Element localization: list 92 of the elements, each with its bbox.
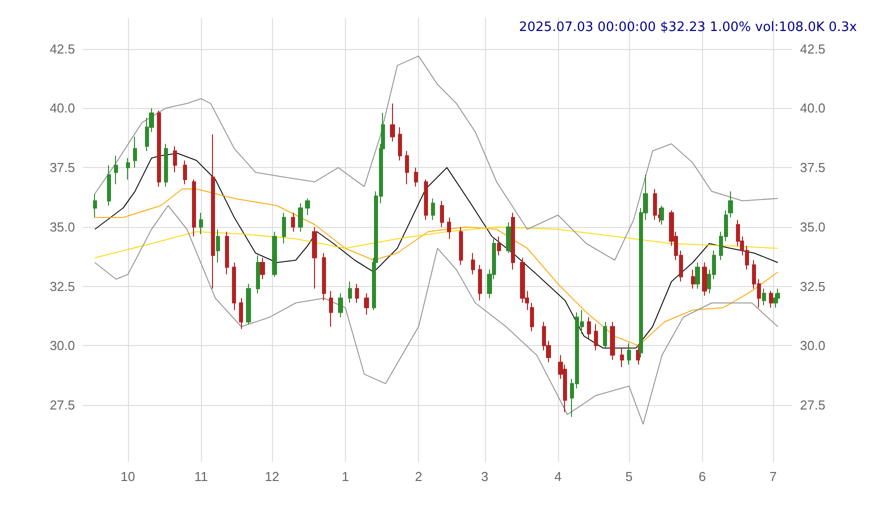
- candlestick: [660, 205, 664, 226]
- candlestick: [594, 324, 598, 351]
- candlestick: [256, 254, 260, 294]
- x-tick-label: 2: [414, 469, 422, 484]
- x-tick-label: 5: [625, 469, 633, 484]
- y2-tick-label: 30.0: [800, 338, 826, 354]
- candlestick: [636, 345, 640, 366]
- candlestick: [497, 236, 501, 256]
- candlestick: [728, 190, 733, 218]
- candlestick: [216, 228, 220, 264]
- y2-tick-label: 40.0: [800, 100, 826, 116]
- x-tick-label: 4: [554, 469, 562, 484]
- candlestick: [329, 290, 333, 328]
- x-tick-label: 7: [769, 469, 777, 484]
- y2-tick-label: 32.5: [800, 278, 826, 294]
- candlestick: [702, 262, 707, 296]
- candlestick: [272, 231, 277, 278]
- y-tick-label: 35.0: [50, 219, 75, 234]
- candlestick: [225, 231, 229, 275]
- candlestick: [173, 146, 177, 173]
- line-series: [94, 226, 778, 258]
- candlestick: [114, 155, 118, 185]
- y2-tick-label: 35.0: [800, 219, 826, 234]
- candlestick: [322, 252, 326, 302]
- x-tick-label: 11: [194, 469, 208, 484]
- candlestick: [478, 264, 482, 302]
- candlestick: [405, 150, 409, 185]
- y-tick-label: 42.5: [50, 41, 75, 56]
- x-tick-label: 6: [698, 469, 706, 484]
- candlestick: [246, 283, 251, 325]
- candlestick: [459, 226, 463, 266]
- candlestick: [183, 160, 187, 185]
- candlestick: [126, 158, 130, 180]
- candlestick: [305, 198, 310, 216]
- y-tick-label: 40.0: [50, 100, 75, 116]
- y-tick-label: 37.5: [50, 160, 75, 176]
- y-tick-label: 32.5: [50, 278, 75, 294]
- x-tick-label: 10: [120, 469, 136, 484]
- y2-tick-label: 37.5: [800, 160, 826, 176]
- candlestick: [282, 212, 286, 244]
- candlestick: [603, 321, 607, 349]
- y2-tick-label: 42.5: [800, 41, 826, 56]
- x-tick-label: 3: [481, 469, 488, 484]
- candlestick: [511, 212, 515, 270]
- candlestick: [355, 283, 359, 304]
- candlestick: [424, 178, 428, 220]
- x-tick-label: 12: [264, 469, 280, 484]
- candlestick: [691, 269, 695, 290]
- candlestick: [769, 290, 773, 308]
- candlestick: [192, 178, 196, 237]
- candlestick: [93, 193, 97, 218]
- candlestick: [530, 302, 534, 332]
- candlestick: [762, 288, 766, 306]
- candlestick: [390, 102, 395, 142]
- candlestick: [627, 342, 631, 366]
- candlestick: [447, 216, 451, 240]
- candlestick: [164, 143, 168, 188]
- candlestick: [312, 226, 317, 290]
- candlestick: [471, 252, 475, 275]
- candlestick: [291, 212, 295, 232]
- candlestick: [773, 292, 778, 308]
- line-series: [94, 56, 778, 261]
- y-tick-label: 30.0: [50, 338, 75, 354]
- line-series: [94, 205, 778, 424]
- candlestick: [199, 212, 203, 235]
- candlestick: [414, 167, 418, 188]
- candlestick: [431, 198, 435, 220]
- candlestick: [348, 281, 352, 304]
- y-tick-label: 27.5: [50, 398, 75, 413]
- candlestick: [695, 262, 700, 290]
- candlestick: [440, 200, 444, 228]
- chart-title: 2025.07.03 00:00:00 $32.23 1.00% vol:108.0K 0.3x: [518, 20, 858, 35]
- candlestick: [364, 292, 369, 316]
- candlestick: [506, 222, 511, 254]
- candlestick: [587, 316, 591, 340]
- candlestick: [398, 126, 402, 161]
- x-tick-label: 1: [342, 469, 349, 484]
- candlestick: [157, 110, 161, 188]
- y2-tick-label: 27.5: [800, 398, 826, 413]
- candlestick: [133, 136, 137, 168]
- candlestick: [239, 298, 243, 330]
- line-series: [94, 188, 778, 346]
- candlestick: [620, 348, 624, 368]
- candlestick: [211, 134, 215, 290]
- candlestick: [107, 164, 111, 206]
- line-series: [94, 152, 778, 348]
- candlestick: [232, 262, 236, 311]
- candlestick: [338, 292, 343, 318]
- candlestick: [298, 202, 303, 232]
- candlestick: [653, 188, 657, 220]
- candlestick: [610, 321, 615, 360]
- candlestick: [260, 257, 265, 280]
